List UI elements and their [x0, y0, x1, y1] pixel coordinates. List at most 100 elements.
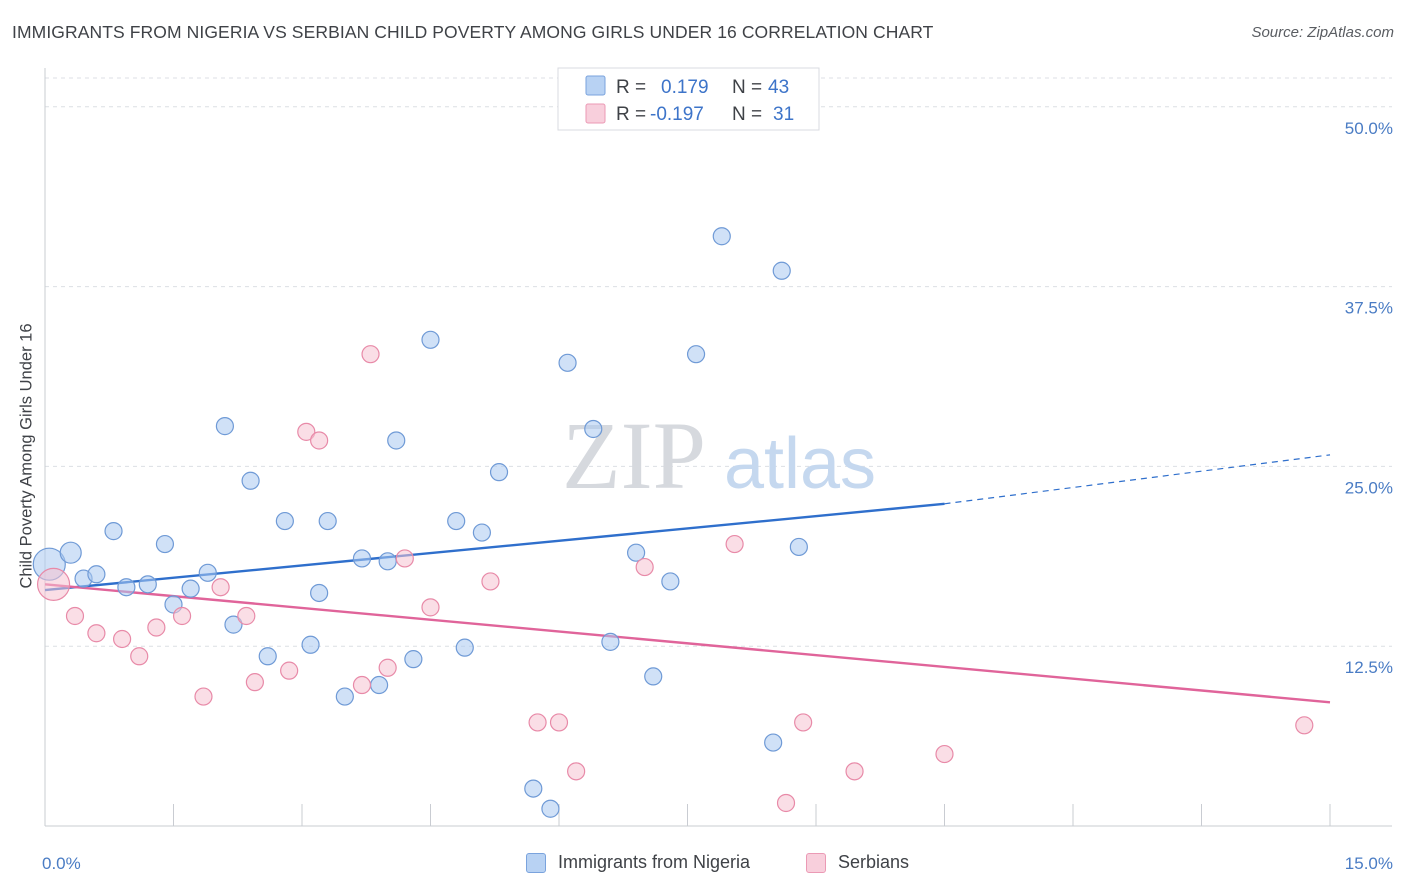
data-point-nigeria — [275, 511, 294, 531]
data-point-nigeria — [258, 647, 277, 666]
data-point-serbians — [528, 713, 547, 732]
y-tick-label: 37.5% — [1345, 299, 1393, 318]
data-point-serbians — [172, 606, 192, 626]
data-point-nigeria — [472, 523, 491, 542]
data-point-nigeria — [215, 417, 234, 436]
data-point-nigeria — [352, 549, 372, 568]
trend-line-1 — [44, 583, 1331, 704]
watermark-zip: ZIP — [562, 402, 706, 509]
data-point-nigeria — [447, 511, 466, 531]
data-point-serbians — [245, 673, 264, 692]
data-point-nigeria — [335, 687, 354, 706]
x-tick-label-min: 0.0% — [42, 854, 81, 873]
data-point-nigeria — [712, 227, 731, 246]
data-point-nigeria — [301, 635, 320, 654]
axes — [44, 68, 1392, 827]
y-tick-label: 50.0% — [1345, 119, 1393, 138]
data-point-nigeria — [524, 779, 543, 798]
data-points — [32, 97, 1314, 818]
data-point-serbians — [481, 572, 500, 591]
data-point-serbians — [776, 793, 796, 813]
data-point-nigeria — [138, 575, 157, 594]
data-point-nigeria — [104, 522, 123, 541]
watermark-atlas: atlas — [724, 424, 876, 504]
watermark: ZIP atlas — [562, 402, 876, 509]
data-point-serbians — [87, 624, 106, 643]
data-point-nigeria — [626, 543, 646, 562]
data-point-serbians — [65, 606, 85, 626]
legend-n-value-serbians: 31 — [773, 104, 794, 125]
legend-label-serbians: Serbians — [838, 852, 910, 872]
legend-item-nigeria: Immigrants from Nigeria — [526, 852, 750, 873]
legend-r-value-nigeria: 0.179 — [661, 77, 709, 98]
data-point-nigeria — [644, 667, 663, 686]
data-point-nigeria — [558, 353, 577, 372]
data-point-serbians — [352, 675, 372, 695]
y-tick-label: 25.0% — [1345, 478, 1393, 497]
data-point-nigeria — [117, 578, 136, 597]
data-point-nigeria — [489, 463, 509, 482]
trend-line-0 — [44, 502, 945, 592]
data-point-serbians — [725, 534, 744, 554]
grid-lines — [45, 77, 1392, 647]
data-point-serbians — [567, 762, 586, 781]
data-point-nigeria — [318, 511, 337, 531]
source-label: Source: ZipAtlas.com — [1251, 24, 1394, 41]
y-tick-label: 12.5% — [1345, 658, 1393, 677]
legend-label-nigeria: Immigrants from Nigeria — [558, 852, 751, 872]
legend-swatch-serbians — [585, 103, 606, 124]
data-point-nigeria — [378, 552, 397, 571]
legend-swatch-nigeria — [585, 75, 606, 96]
legend-r-label-nigeria: R = — [616, 77, 646, 98]
trend-lines — [44, 454, 1331, 704]
data-point-serbians — [211, 578, 230, 597]
data-point-nigeria — [224, 615, 243, 634]
data-point-serbians — [549, 713, 569, 732]
data-point-serbians — [845, 762, 864, 781]
data-point-nigeria — [241, 471, 260, 490]
data-point-nigeria — [181, 579, 200, 598]
data-point-serbians — [1295, 716, 1314, 735]
data-point-serbians — [635, 557, 654, 577]
data-point-nigeria — [87, 565, 106, 584]
data-point-nigeria — [772, 261, 791, 280]
legend-n-label-serbians: N = — [732, 104, 762, 125]
data-point-serbians — [421, 598, 440, 617]
data-point-nigeria — [584, 419, 603, 439]
data-point-nigeria — [455, 638, 474, 657]
data-point-nigeria — [404, 650, 423, 669]
legend-n-label-nigeria: N = — [732, 77, 762, 98]
data-point-serbians — [395, 549, 414, 568]
legend-square-nigeria — [526, 852, 546, 873]
data-point-nigeria — [155, 534, 175, 554]
correlation-legend: R = 0.179 N = 43 R = -0.197 N = 31 — [557, 67, 820, 131]
data-point-serbians — [147, 618, 166, 637]
legend-n-value-nigeria: 43 — [768, 77, 789, 98]
data-point-nigeria — [387, 431, 406, 450]
data-point-serbians — [794, 713, 813, 732]
data-point-nigeria — [764, 733, 783, 752]
data-point-serbians — [935, 744, 954, 764]
data-point-nigeria — [59, 541, 82, 564]
legend-square-serbians — [806, 852, 826, 873]
legend-r-label-serbians: R = — [616, 104, 646, 125]
tick-labels: 12.5% 25.0% 37.5% 50.0% 0.0% 15.0% — [42, 119, 1393, 873]
data-point-nigeria — [661, 572, 680, 591]
data-point-nigeria — [370, 675, 389, 695]
data-point-serbians — [36, 567, 71, 601]
data-point-nigeria — [789, 537, 808, 557]
data-point-nigeria — [310, 583, 329, 603]
data-point-serbians — [112, 629, 132, 649]
data-point-serbians — [378, 658, 397, 677]
data-point-serbians — [280, 661, 299, 680]
trend-line-extension-0 — [944, 454, 1331, 505]
data-point-serbians — [130, 647, 149, 666]
legend-r-value-serbians: -0.197 — [650, 104, 704, 125]
data-point-serbians — [310, 431, 329, 450]
data-point-nigeria — [198, 563, 217, 582]
data-point-nigeria — [686, 345, 706, 364]
x-tick-label-max: 15.0% — [1345, 854, 1393, 873]
data-point-nigeria — [601, 632, 620, 651]
data-point-serbians — [297, 422, 316, 441]
